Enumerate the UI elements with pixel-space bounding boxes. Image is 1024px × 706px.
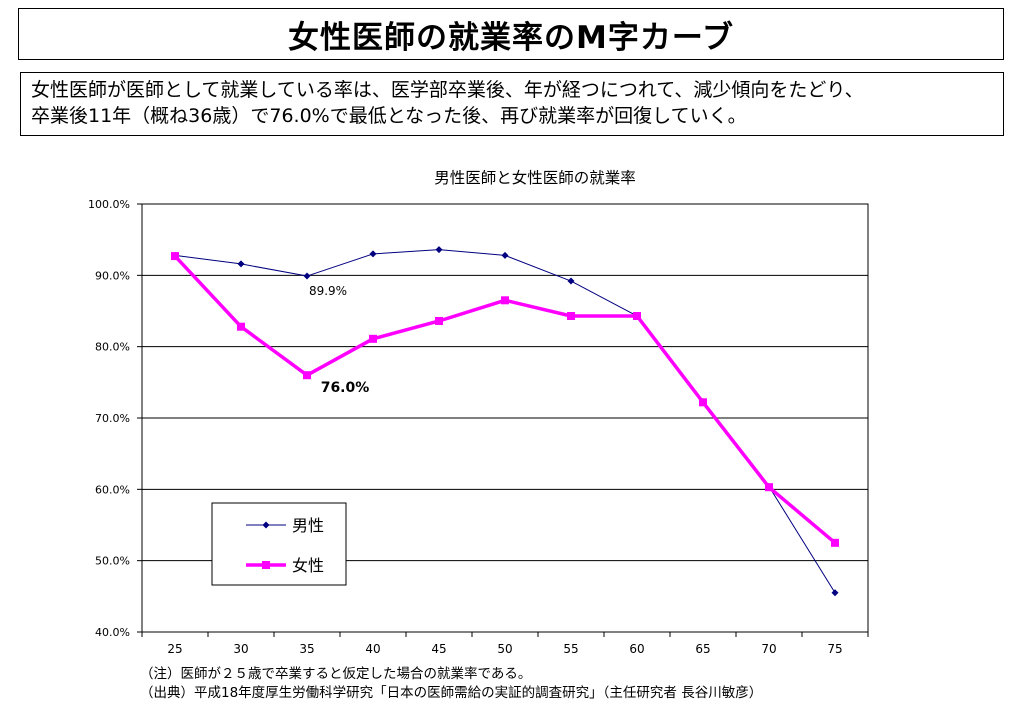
x-tick-label: 35 bbox=[299, 642, 314, 656]
x-tick-label: 75 bbox=[827, 642, 842, 656]
footnote-source: （出典）平成18年度厚生労働科学研究「日本の医師需給の実証的調査研究」（主任研究… bbox=[140, 685, 763, 701]
summary-box: 女性医師が医師として就業している率は、医学部卒業後、年が経つにつれて、減少傾向を… bbox=[20, 72, 1004, 136]
y-tick-label: 60.0% bbox=[95, 483, 130, 496]
chart-title: 男性医師と女性医師の就業率 bbox=[434, 168, 636, 187]
female-point bbox=[369, 334, 377, 343]
x-tick-label: 45 bbox=[431, 642, 446, 656]
footnotes: （注）医師が２５歳で卒業すると仮定した場合の就業率である。 （出典）平成18年度… bbox=[140, 665, 762, 703]
x-tick-label: 65 bbox=[695, 642, 710, 656]
legend-label-female: 女性 bbox=[292, 556, 324, 575]
x-tick-label: 60 bbox=[629, 642, 644, 656]
y-tick-label: 40.0% bbox=[95, 626, 130, 639]
x-tick-label: 50 bbox=[497, 642, 512, 656]
x-tick-label: 70 bbox=[761, 642, 776, 656]
female-point bbox=[567, 311, 575, 320]
female-point bbox=[237, 322, 245, 331]
female-point bbox=[303, 371, 311, 380]
male-point bbox=[303, 272, 311, 280]
summary-line-2: 卒業後11年（概ね36歳）で76.0%で最低となった後、再び就業率が回復していく… bbox=[31, 105, 747, 127]
female-point bbox=[699, 398, 707, 407]
legend-label-male: 男性 bbox=[292, 516, 324, 535]
y-tick-label: 100.0% bbox=[88, 198, 130, 211]
male-point bbox=[435, 246, 443, 254]
page-title-box: 女性医師の就業率のM字カーブ bbox=[18, 8, 1004, 60]
x-tick-label: 25 bbox=[167, 642, 182, 656]
y-tick-label: 90.0% bbox=[95, 269, 130, 282]
y-tick-label: 50.0% bbox=[95, 555, 130, 568]
female-point bbox=[501, 296, 509, 305]
x-tick-label: 55 bbox=[563, 642, 578, 656]
y-tick-label: 80.0% bbox=[95, 341, 130, 354]
summary-line-1: 女性医師が医師として就業している率は、医学部卒業後、年が経つにつれて、減少傾向を… bbox=[31, 79, 864, 101]
male-point bbox=[237, 260, 245, 268]
page-title: 女性医師の就業率のM字カーブ bbox=[288, 19, 734, 56]
legend-box bbox=[211, 502, 347, 586]
female-point bbox=[171, 252, 179, 261]
y-tick-label: 70.0% bbox=[95, 412, 130, 425]
male-point bbox=[369, 250, 377, 258]
footnote-note: （注）医師が２５歳で卒業すると仮定した場合の就業率である。 bbox=[140, 666, 532, 682]
annotation-male-35: 89.9% bbox=[309, 284, 347, 298]
employment-rate-chart: 男性医師と女性医師の就業率 40.0% 50.0% 60.0% 70.0% 80.0% 90… bbox=[88, 168, 869, 656]
female-point bbox=[633, 311, 641, 320]
male-point bbox=[501, 251, 509, 259]
female-point bbox=[435, 316, 443, 325]
female-point bbox=[831, 538, 839, 547]
legend-marker-female bbox=[262, 561, 270, 569]
x-tick-label: 40 bbox=[365, 642, 380, 656]
female-point bbox=[765, 483, 773, 492]
male-point bbox=[831, 589, 839, 597]
annotation-female-min: 76.0% bbox=[321, 380, 370, 396]
male-point bbox=[567, 277, 575, 285]
legend-marker-male bbox=[262, 521, 270, 529]
x-tick-label: 30 bbox=[233, 642, 248, 656]
